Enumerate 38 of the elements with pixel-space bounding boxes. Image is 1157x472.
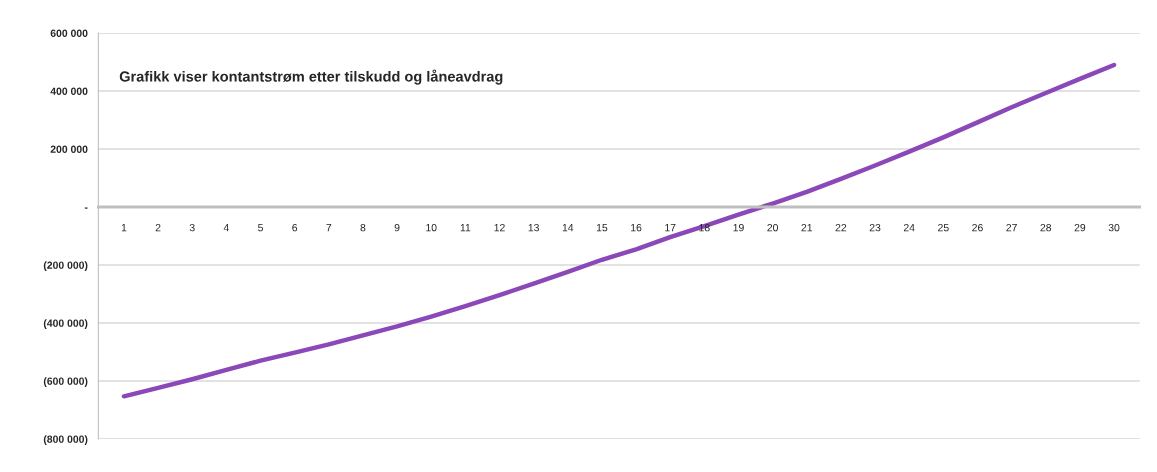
y-tick-label: 200 000	[50, 145, 88, 153]
x-tick-label: 11	[460, 224, 471, 232]
x-tick-label: 16	[631, 223, 642, 232]
x-tick-label: 29	[1074, 223, 1086, 232]
x-tick-label: 15	[596, 224, 608, 232]
x-tick-label: 1	[121, 224, 127, 232]
x-tick-label: 28	[1040, 223, 1052, 232]
x-tick-label: 3	[189, 223, 195, 232]
x-tick-label: 8	[360, 223, 366, 232]
x-tick-label: 19	[733, 223, 744, 232]
y-tick-label: -	[84, 207, 88, 209]
x-tick-label: 2	[155, 223, 161, 232]
x-tick-label: 5	[258, 224, 263, 232]
x-tick-label: 23	[869, 223, 881, 232]
x-tick-label: 12	[494, 223, 505, 232]
text: Grafikk viser kontantstrøm etter tilskudd og låneavdrag	[119, 69, 503, 85]
x-tick-label: 10	[426, 223, 437, 232]
x-tick-label: 14	[562, 224, 574, 232]
x-tick-label: 7	[326, 224, 332, 232]
x-tick-label: 20	[767, 223, 779, 232]
x-tick-label: 13	[528, 223, 539, 232]
x-tick-label: 9	[394, 223, 400, 232]
y-tick-label: 600 000	[50, 29, 88, 37]
y-tick-label: (800 000)	[43, 435, 88, 445]
x-tick-label: 25	[938, 223, 949, 232]
x-tick-label: 30	[1108, 223, 1120, 232]
x-tick-label: 21	[801, 223, 813, 232]
x-tick-label: 26	[972, 223, 983, 232]
x-tick-label: 4	[223, 224, 229, 232]
y-tick-label: (200 000)	[43, 261, 88, 271]
x-tick-label: 27	[1006, 223, 1017, 232]
x-tick-label: 6	[292, 223, 298, 232]
x-tick-label: 17	[665, 224, 676, 232]
y-tick-label: (600 000)	[43, 377, 88, 387]
x-tick-label: 22	[835, 223, 847, 232]
y-tick-label: 400 000	[50, 87, 88, 95]
x-tick-label: 24	[903, 223, 915, 232]
y-tick-label: (400 000)	[43, 319, 88, 329]
